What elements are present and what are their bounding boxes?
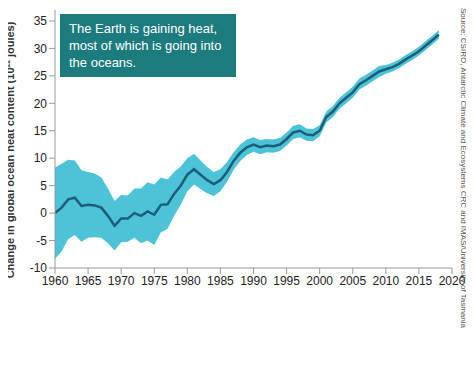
svg-text:1990: 1990 — [240, 274, 267, 288]
svg-text:-5: -5 — [36, 234, 47, 248]
html-text:Source: CSIRO, Antarctic Clima: Source: CSIRO, Antarctic Climate and Eco… — [459, 8, 468, 328]
svg-text:2020: 2020 — [438, 273, 466, 288]
svg-text:1995: 1995 — [273, 274, 300, 288]
svg-text:5: 5 — [40, 179, 47, 193]
svg-text:0: 0 — [40, 206, 47, 220]
svg-text:Change in global ocean heat co: Change in global ocean heat content (10²… — [8, 21, 16, 278]
svg-text:-10: -10 — [30, 261, 48, 275]
svg-text:2015: 2015 — [406, 274, 433, 288]
svg-text:30: 30 — [34, 42, 48, 56]
svg-text:10: 10 — [34, 151, 48, 165]
svg-text:25: 25 — [34, 69, 48, 83]
svg-text:15: 15 — [34, 124, 48, 138]
svg-text:1960: 1960 — [42, 274, 69, 288]
svg-text:35: 35 — [34, 14, 48, 28]
svg-text:1965: 1965 — [75, 274, 102, 288]
svg-text:2010: 2010 — [372, 274, 399, 288]
svg-text:2000: 2000 — [306, 274, 333, 288]
svg-text:1975: 1975 — [141, 274, 168, 288]
svg-text:1970: 1970 — [108, 274, 135, 288]
svg-text:20: 20 — [34, 97, 48, 111]
html-text:The Earth is gaining heat, mos: The Earth is gaining heat, most of which… — [69, 21, 222, 70]
svg-text:1985: 1985 — [207, 274, 234, 288]
svg-text:1980: 1980 — [174, 274, 201, 288]
svg-text:2005: 2005 — [339, 274, 366, 288]
